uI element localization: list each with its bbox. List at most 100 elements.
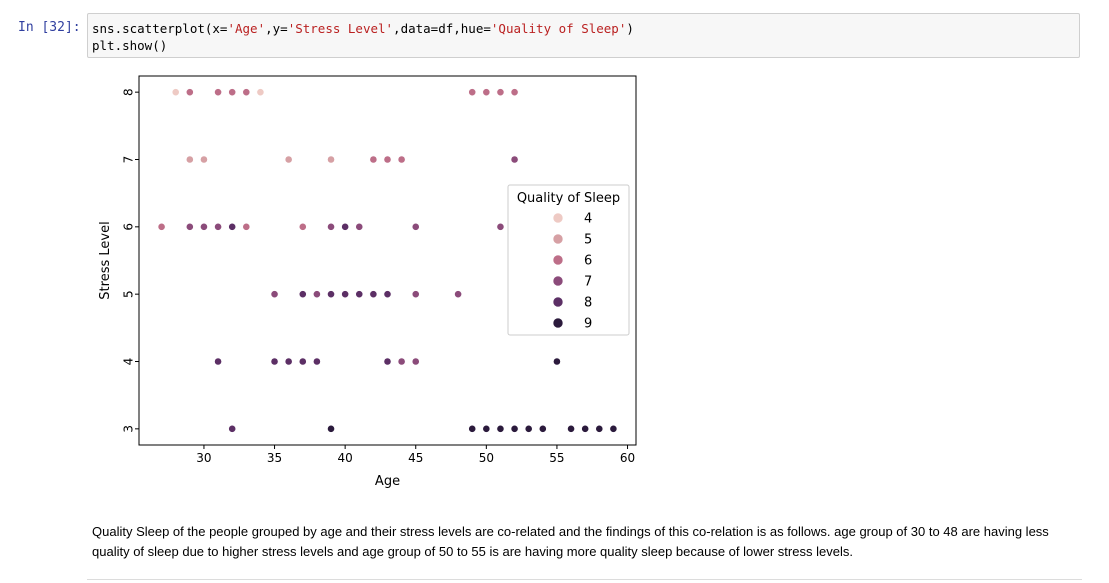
data-point <box>355 222 364 231</box>
data-point <box>510 155 519 164</box>
data-point <box>595 424 604 433</box>
data-point <box>270 290 279 299</box>
x-axis-label: Age <box>375 474 400 489</box>
data-point <box>341 222 350 231</box>
code-token: ) <box>626 21 634 36</box>
data-point <box>369 290 378 299</box>
data-point <box>369 155 378 164</box>
data-point <box>200 222 208 231</box>
y-tick-label: 5 <box>122 290 136 298</box>
data-point <box>228 88 237 97</box>
code-token: ,data=df,hue= <box>393 21 491 36</box>
axes-frame <box>138 75 637 446</box>
code-editor[interactable]: sns.scatterplot(x='Age',y='Stress Level'… <box>87 13 1080 58</box>
data-point <box>185 155 194 164</box>
legend-marker <box>552 233 564 245</box>
data-point <box>397 155 406 164</box>
data-point <box>214 222 222 231</box>
data-point <box>270 357 279 366</box>
data-point <box>581 424 590 433</box>
data-point <box>327 290 335 299</box>
legend-marker <box>552 275 564 287</box>
data-point <box>482 424 491 433</box>
y-tick-label: 4 <box>122 358 136 366</box>
code-string-token: 'Quality of Sleep' <box>490 21 627 36</box>
code-token: ,y= <box>265 21 288 36</box>
data-point <box>524 424 533 433</box>
data-point <box>411 357 420 366</box>
data-point <box>383 155 392 164</box>
data-point <box>298 290 307 299</box>
data-point <box>341 290 350 299</box>
data-point <box>567 424 575 433</box>
data-point <box>214 88 222 97</box>
data-point <box>157 222 166 231</box>
data-point <box>284 155 293 164</box>
next-cell-border <box>87 579 1082 580</box>
code-token: sns.scatterplot(x= <box>92 21 228 36</box>
code-string-token: 'Age' <box>227 21 266 36</box>
data-point <box>496 424 505 433</box>
y-tick-label: 3 <box>122 425 136 433</box>
data-point <box>298 222 307 231</box>
x-tick-label: 30 <box>196 451 211 465</box>
data-point <box>200 155 208 164</box>
code-line-1: sns.scatterplot(x='Age',y='Stress Level'… <box>92 20 1075 37</box>
data-point <box>171 88 180 97</box>
y-axis-label: Stress Level <box>98 221 113 299</box>
data-point <box>298 357 307 366</box>
y-tick-label: 6 <box>122 223 136 231</box>
x-tick-label: 45 <box>408 451 423 465</box>
x-tick-label: 40 <box>338 451 353 465</box>
data-point <box>510 424 519 433</box>
data-point <box>313 290 321 299</box>
data-point <box>256 88 265 97</box>
data-point <box>355 290 364 299</box>
data-point <box>242 222 251 231</box>
data-point <box>510 88 519 97</box>
input-prompt: In [32]: <box>18 20 81 35</box>
x-tick-label: 35 <box>267 451 282 465</box>
data-point <box>228 222 237 231</box>
data-point <box>284 357 293 366</box>
markdown-cell-text: Quality Sleep of the people grouped by a… <box>92 524 1049 559</box>
legend-marker <box>552 296 564 308</box>
data-point <box>609 424 618 433</box>
y-tick-label: 7 <box>122 156 136 164</box>
data-point <box>411 222 420 231</box>
legend-label: 4 <box>584 212 592 227</box>
legend-title: Quality of Sleep <box>517 191 620 206</box>
data-point <box>468 88 477 97</box>
data-point <box>496 88 505 97</box>
data-point <box>228 424 237 433</box>
legend-label: 8 <box>584 296 592 311</box>
legend-label: 6 <box>584 254 592 269</box>
x-tick-label: 55 <box>549 451 564 465</box>
y-tick-label: 8 <box>122 88 136 96</box>
legend-box <box>507 184 630 336</box>
legend-marker <box>552 317 564 329</box>
output-plot: 30 35 40 45 50 55 60 3 4 5 6 7 8 Age Stress Level Quali… <box>87 68 647 503</box>
legend-marker <box>552 254 564 266</box>
data-point <box>327 424 335 433</box>
data-point <box>482 88 491 97</box>
data-point <box>327 222 335 231</box>
code-line-2: plt.show() <box>92 38 168 53</box>
legend-label: 5 <box>584 233 592 248</box>
data-point <box>397 357 406 366</box>
data-point <box>327 155 335 164</box>
x-tick-label: 50 <box>479 451 494 465</box>
data-point <box>214 357 222 366</box>
legend-label: 9 <box>584 317 592 332</box>
legend-marker <box>552 212 564 224</box>
data-point <box>411 290 420 299</box>
data-point <box>185 222 194 231</box>
data-point <box>538 424 547 433</box>
data-point <box>242 88 251 97</box>
data-point <box>454 290 462 299</box>
x-tick-label: 60 <box>620 451 635 465</box>
data-point <box>468 424 477 433</box>
data-point <box>383 290 392 299</box>
data-point <box>185 88 194 97</box>
